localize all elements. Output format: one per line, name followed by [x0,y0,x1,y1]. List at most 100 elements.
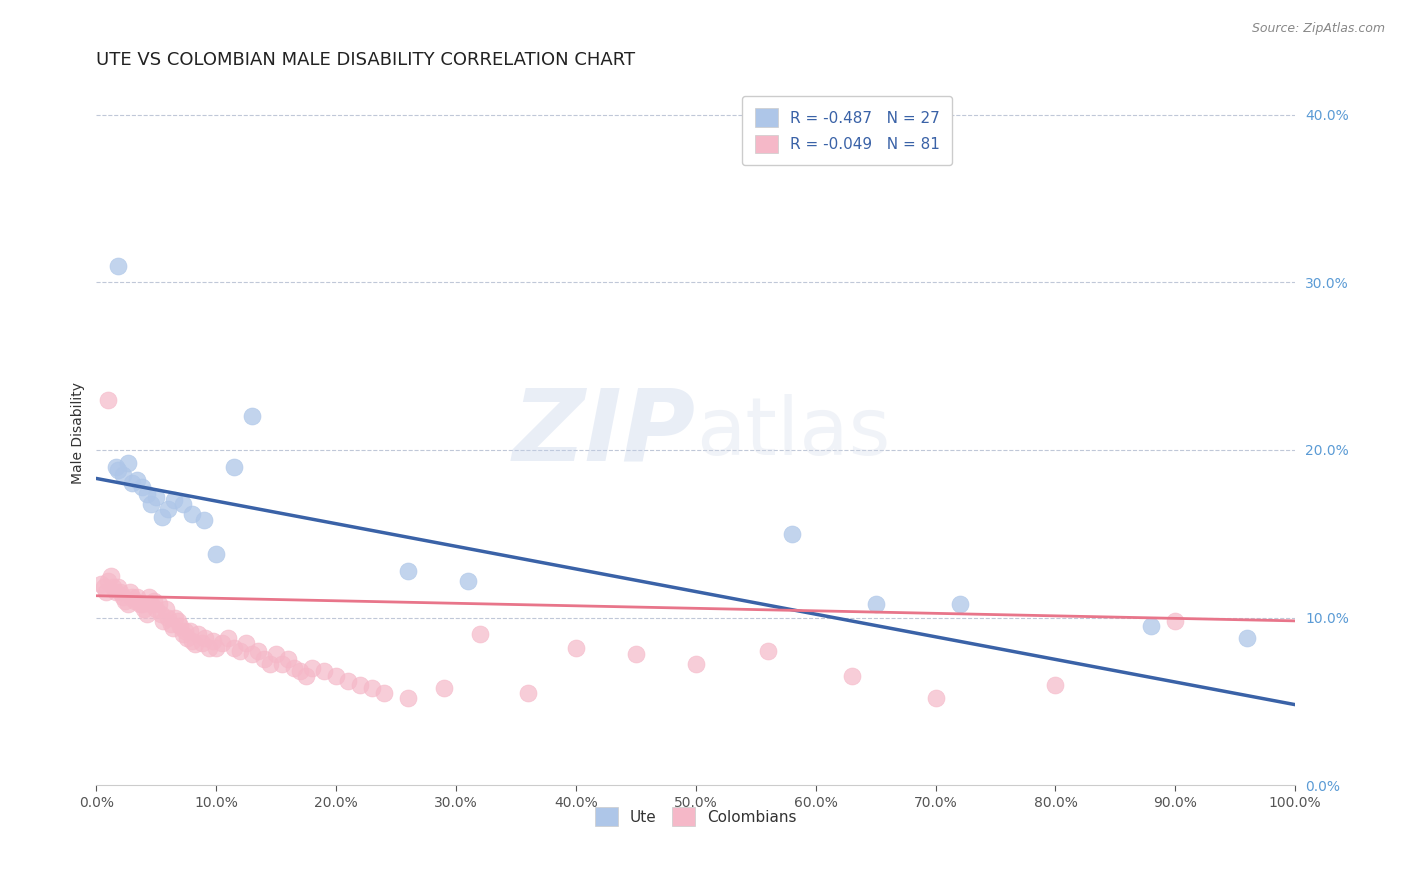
Point [283,661,305,675]
Point [172,627,194,641]
Point [301,661,323,675]
Point [118,585,141,599]
Point [948,597,970,611]
Point [841,669,863,683]
Point [127,473,149,487]
Point [131,597,153,611]
Point [288,664,311,678]
Point [157,501,180,516]
Point [163,493,186,508]
Point [176,631,198,645]
Point [121,591,143,605]
Point [107,463,129,477]
Point [138,591,160,605]
Point [211,635,233,649]
Point [191,635,214,649]
Point [253,652,276,666]
Point [145,490,167,504]
Point [240,409,263,424]
Point [100,568,122,582]
Point [259,657,281,672]
Point [361,681,384,695]
Point [93,580,115,594]
Point [141,597,163,611]
Text: ZIP: ZIP [513,384,696,482]
Point [924,690,946,705]
Point [150,607,173,622]
Point [756,644,779,658]
Point [565,640,588,655]
Point [337,674,360,689]
Point [181,634,204,648]
Point [169,619,191,633]
Point [457,574,479,588]
Text: atlas: atlas [696,394,890,472]
Point [624,648,647,662]
Point [468,627,491,641]
Point [205,640,228,655]
Point [224,459,246,474]
Point [107,580,129,594]
Point [277,652,299,666]
Point [433,681,456,695]
Point [141,497,163,511]
Point [235,635,257,649]
Point [181,507,204,521]
Point [134,602,156,616]
Point [1045,677,1067,691]
Point [373,686,395,700]
Point [101,580,124,594]
Point [94,585,117,599]
Y-axis label: Male Disability: Male Disability [72,382,86,484]
Point [97,392,120,407]
Point [127,591,149,605]
Point [183,637,205,651]
Point [217,631,239,645]
Point [110,585,132,599]
Point [111,591,134,605]
Point [194,631,217,645]
Point [264,648,287,662]
Point [159,617,181,632]
Point [187,627,209,641]
Point [142,594,165,608]
Point [114,594,136,608]
Point [193,513,215,527]
Point [1164,614,1187,628]
Point [780,526,803,541]
Point [396,564,419,578]
Point [247,644,270,658]
Point [271,657,294,672]
Point [174,624,197,638]
Point [117,456,139,470]
Point [111,468,134,483]
Point [150,510,173,524]
Point [201,634,224,648]
Legend: Ute, Colombians: Ute, Colombians [588,800,804,834]
Point [135,486,157,500]
Point [198,640,221,655]
Point [240,648,263,662]
Point [145,602,167,616]
Point [107,259,129,273]
Point [148,597,170,611]
Point [162,621,184,635]
Point [205,547,228,561]
Point [155,602,177,616]
Point [1140,619,1163,633]
Point [165,610,187,624]
Point [685,657,707,672]
Point [121,476,143,491]
Point [172,497,194,511]
Point [97,574,120,588]
Point [325,669,347,683]
Text: Source: ZipAtlas.com: Source: ZipAtlas.com [1251,22,1385,36]
Point [229,644,252,658]
Point [131,480,153,494]
Point [128,597,150,611]
Point [104,459,127,474]
Point [124,594,146,608]
Point [349,677,371,691]
Point [152,614,174,628]
Point [179,624,201,638]
